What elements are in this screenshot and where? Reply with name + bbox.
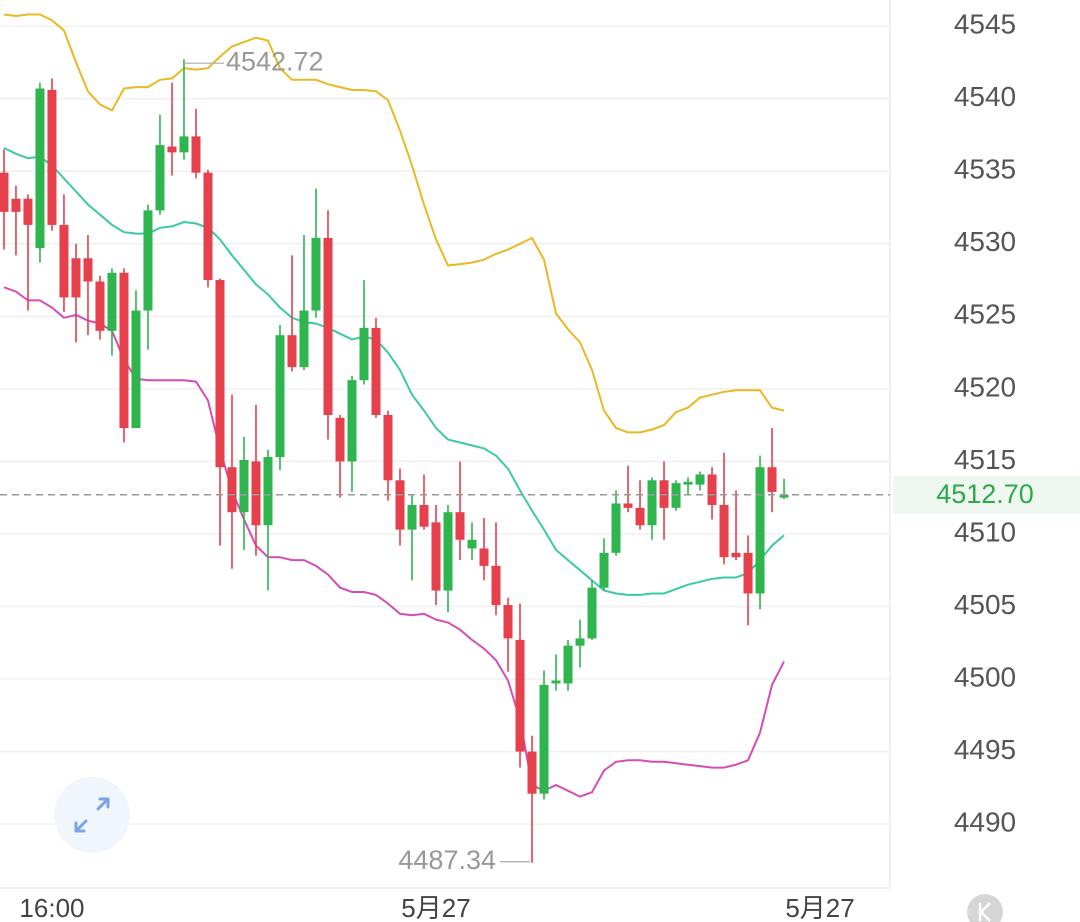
candle-body: [695, 474, 705, 485]
candle-body: [11, 198, 21, 212]
candle-body: [587, 587, 597, 639]
high-annotation: 4542.72: [226, 46, 324, 76]
candle-body: [743, 552, 753, 594]
candle-body: [479, 548, 489, 566]
expand-button[interactable]: [54, 777, 130, 853]
candle-body: [179, 136, 189, 153]
candle-body: [755, 467, 765, 594]
candle-body: [35, 88, 45, 249]
expand-button-bg[interactable]: [54, 777, 130, 853]
candle-body: [251, 461, 261, 526]
candle-body: [203, 172, 213, 281]
candle-body: [335, 417, 345, 462]
candle-body: [83, 258, 93, 282]
candle-body: [467, 539, 477, 549]
candle-body: [611, 503, 621, 553]
candle-body: [683, 481, 693, 485]
candle-body: [191, 136, 201, 173]
candle-body: [95, 281, 105, 331]
expand-icon[interactable]: [74, 797, 110, 833]
candles: [0, 59, 789, 863]
candle-body: [371, 327, 381, 415]
candle-body: [119, 272, 129, 429]
candle-body: [107, 272, 117, 331]
candle-body: [419, 504, 429, 527]
candle-body: [407, 504, 417, 530]
candle-body: [311, 237, 321, 311]
last-price-box: [893, 475, 1080, 514]
x-tick-label: 16:00: [19, 893, 84, 922]
candle-body: [347, 380, 357, 462]
candle-body: [527, 751, 537, 794]
candle-body: [431, 522, 441, 591]
candle-body: [323, 237, 333, 415]
band-line: [3, 13, 785, 434]
y-tick-label: 4495: [954, 734, 1016, 765]
kline-icon[interactable]: [978, 902, 991, 922]
y-tick-label: 4540: [954, 81, 1016, 112]
y-tick-label: 4530: [954, 226, 1016, 257]
candle-body: [575, 638, 585, 646]
candle-body: [275, 335, 285, 458]
candle-body: [623, 503, 633, 508]
candle-body: [395, 480, 405, 530]
last-price-label: 4512.70: [936, 479, 1034, 509]
candle-body: [455, 512, 465, 540]
candle-body: [731, 552, 741, 558]
candle-body: [491, 565, 501, 606]
y-tick-label: 4520: [954, 371, 1016, 402]
candle-body: [215, 280, 225, 468]
candle-body: [383, 414, 393, 481]
candle-body: [515, 639, 525, 752]
candle-body: [767, 467, 777, 492]
candle-body: [59, 224, 69, 298]
y-tick-label: 4525: [954, 299, 1016, 330]
candle-body: [707, 474, 717, 505]
x-tick-label: 5月27: [401, 893, 470, 922]
candle-body: [599, 552, 609, 588]
x-tick-label: 5月27: [785, 893, 854, 922]
candle-body: [227, 467, 237, 513]
candle-body: [167, 146, 177, 153]
candle-body: [47, 89, 57, 225]
candle-body: [539, 684, 549, 794]
y-tick-label: 4505: [954, 589, 1016, 620]
candle-body: [719, 504, 729, 558]
y-tick-label: 4535: [954, 154, 1016, 185]
candle-body: [779, 494, 789, 498]
candle-body: [71, 258, 81, 298]
candle-body: [443, 512, 453, 591]
y-tick-label: 4500: [954, 661, 1016, 692]
candle-body: [155, 145, 165, 211]
candle-body: [647, 480, 657, 526]
candle-body: [299, 310, 309, 368]
candle-body: [239, 459, 249, 513]
y-tick-label: 4545: [954, 9, 1016, 40]
candle-body: [359, 327, 369, 381]
candle-body: [563, 645, 573, 684]
candle-body: [503, 605, 513, 639]
candle-body: [635, 507, 645, 526]
candle-body: [131, 310, 141, 429]
labels: 4490 4495 4500 4505 4510 4515 4520 4525 4530 4535…: [0, 9, 1080, 922]
low-annotation: 4487.34: [398, 845, 496, 875]
candle-body: [0, 172, 9, 212]
y-tick-label: 4490: [954, 807, 1016, 838]
candle-body: [551, 680, 561, 684]
candle-body: [263, 457, 273, 526]
grid: [0, 25, 890, 825]
kline-button[interactable]: [967, 894, 1003, 922]
candle-body: [23, 198, 33, 225]
y-tick-label: 4510: [954, 516, 1016, 547]
candle-body: [143, 210, 153, 311]
candle-body: [287, 335, 297, 368]
band-line: [3, 147, 785, 596]
y-tick-label: 4515: [954, 444, 1016, 475]
